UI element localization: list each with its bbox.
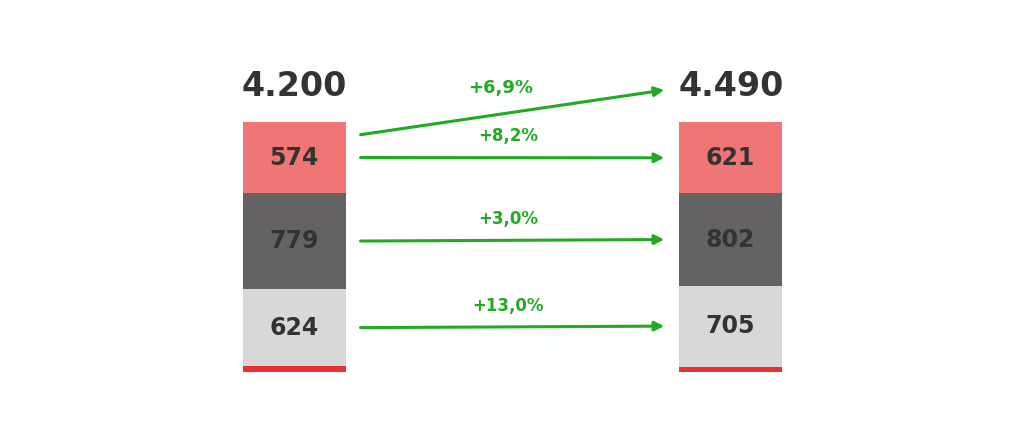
FancyBboxPatch shape [679, 367, 782, 372]
FancyBboxPatch shape [679, 193, 782, 286]
FancyBboxPatch shape [242, 193, 346, 289]
Text: 624: 624 [270, 316, 319, 340]
FancyBboxPatch shape [679, 122, 782, 193]
Text: +3,0%: +3,0% [479, 210, 538, 228]
Text: 621: 621 [706, 146, 755, 170]
Text: +8,2%: +8,2% [479, 127, 538, 145]
Text: 802: 802 [706, 227, 755, 252]
FancyBboxPatch shape [242, 366, 346, 372]
Text: 574: 574 [270, 146, 319, 170]
Text: +6,9%: +6,9% [468, 79, 533, 97]
Text: 779: 779 [270, 229, 319, 253]
FancyBboxPatch shape [242, 289, 346, 366]
Text: 4.200: 4.200 [241, 70, 347, 103]
Text: 705: 705 [706, 314, 755, 338]
FancyBboxPatch shape [242, 122, 346, 193]
Text: 4.490: 4.490 [679, 70, 785, 103]
FancyBboxPatch shape [679, 286, 782, 367]
Text: +13,0%: +13,0% [473, 297, 544, 315]
